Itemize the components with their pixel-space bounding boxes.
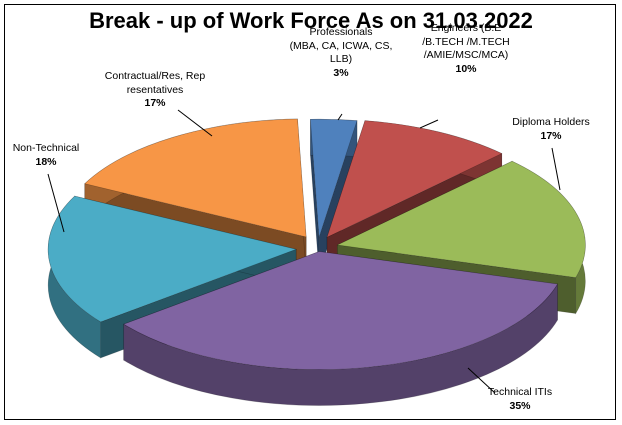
label-non-technical-value: 18% (35, 155, 57, 168)
slice-technical-itis-side (123, 282, 558, 406)
slice-technical-itis (123, 251, 559, 370)
label-technical-itis: Technical ITIs 35% (465, 386, 575, 413)
slice-engineers (326, 120, 503, 238)
label-diploma-holders-text: Diploma Holders (512, 116, 590, 128)
chart-title: Break - up of Work Force As on 31.03.202… (89, 8, 533, 33)
label-non-technical-text: Non-Technical (12, 142, 80, 154)
label-technical-itis-text: Technical ITIs (487, 386, 553, 398)
leader-line-professionals (337, 113, 343, 121)
leader-line-technical-itis (467, 367, 496, 394)
label-professionals: Professionals (MBA, CA, ICWA, CS, LLB) 3% (286, 26, 396, 80)
label-non-technical: Non-Technical 18% (4, 142, 88, 169)
label-contractual-value: 17% (144, 97, 166, 109)
slice-non-technical (47, 195, 298, 323)
label-contractual: Contractual/Res, Rep resentatives 17% (90, 70, 220, 111)
label-professionals-text: Professionals (MBA, CA, ICWA, CS, LLB) (289, 26, 393, 65)
label-diploma-holders-value: 17% (540, 129, 562, 142)
label-contractual-text: Contractual/Res, Rep resentatives (104, 70, 206, 96)
leader-line-contractual (177, 109, 213, 137)
label-technical-itis-value: 35% (509, 399, 531, 412)
label-professionals-value: 3% (333, 66, 349, 79)
label-engineers-text: Engineers (B.E /B.TECH /M.TECH /AMIE/MSC… (422, 22, 510, 61)
slice-professionals (310, 118, 358, 238)
slice-contractual (84, 118, 307, 238)
leader-line-engineers (419, 119, 439, 129)
leader-line-non-technical (47, 173, 65, 233)
slice-diploma-holders (336, 160, 586, 278)
label-engineers: Engineers (B.E /B.TECH /M.TECH /AMIE/MSC… (406, 22, 526, 76)
label-engineers-value: 10% (455, 62, 477, 75)
label-diploma-holders: Diploma Holders 17% (496, 116, 606, 143)
leader-line-diploma-holders (551, 147, 561, 191)
